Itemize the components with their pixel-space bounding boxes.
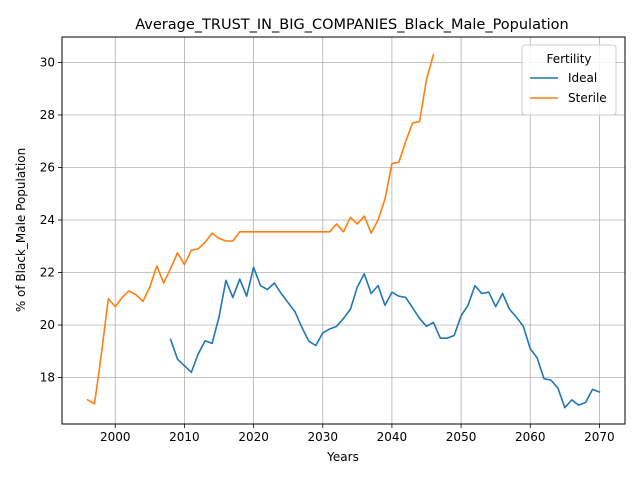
- legend: Fertility Ideal Sterile: [521, 44, 617, 116]
- x-tick-label: 2060: [515, 430, 546, 444]
- y-axis-ticks: 18 20 22 24 26 28 30: [40, 55, 62, 385]
- x-axis-ticks: 2000 2010 2020 2030 2040 2050 2060 2070: [100, 424, 615, 444]
- series-line-ideal: [169, 266, 601, 409]
- y-tick-label: 28: [40, 108, 55, 122]
- chart-title: Average_TRUST_IN_BIG_COMPANIES_Black_Mal…: [135, 17, 569, 33]
- y-tick-label: 30: [40, 55, 55, 69]
- series-line-sterile: [86, 53, 435, 405]
- x-tick-label: 2010: [169, 430, 200, 444]
- y-tick-label: 24: [40, 213, 55, 227]
- x-tick-label: 2020: [238, 430, 269, 444]
- x-tick-label: 2000: [100, 430, 131, 444]
- legend-label-sterile: Sterile: [568, 91, 607, 105]
- x-axis-label: Years: [326, 450, 359, 464]
- y-tick-label: 26: [40, 160, 55, 174]
- y-tick-label: 20: [40, 318, 55, 332]
- series-layer: [86, 53, 601, 409]
- x-tick-label: 2030: [307, 430, 338, 444]
- y-axis-label: % of Black_Male Population: [14, 148, 28, 312]
- legend-label-ideal: Ideal: [568, 71, 597, 85]
- legend-title: Fertility: [546, 52, 591, 66]
- y-tick-label: 22: [40, 266, 55, 280]
- x-tick-label: 2070: [584, 430, 615, 444]
- y-tick-label: 18: [40, 371, 55, 385]
- x-tick-label: 2050: [446, 430, 477, 444]
- x-tick-label: 2040: [377, 430, 408, 444]
- axes-frame: [61, 36, 626, 425]
